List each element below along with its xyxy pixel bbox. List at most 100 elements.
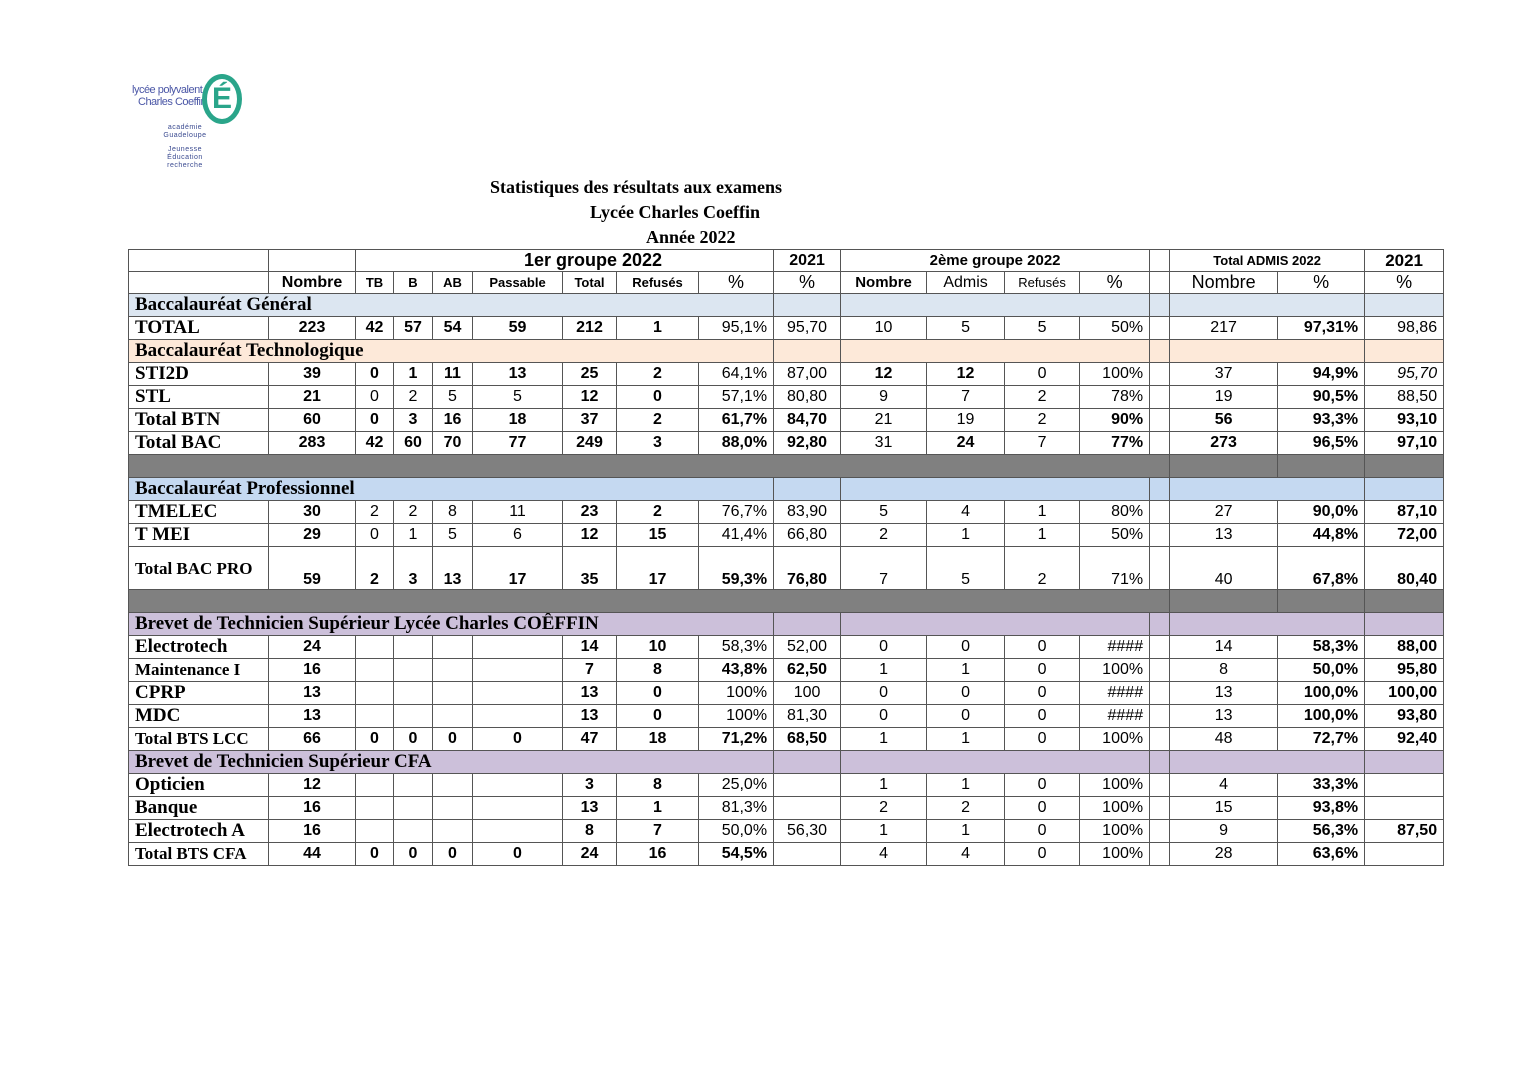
logo-line2: Charles Coeffin — [138, 96, 207, 108]
table-cell: 5 — [432, 523, 473, 547]
empty-cell — [773, 750, 842, 774]
empty-cell — [128, 249, 269, 272]
table-cell: 47 — [562, 727, 617, 751]
spacer-cell — [1149, 704, 1171, 728]
row-label: Total BAC — [128, 431, 269, 455]
table-cell: 0 — [355, 362, 394, 386]
table-cell: 54 — [432, 316, 473, 340]
table-cell: 9 — [840, 385, 928, 409]
table-cell: 67,8% — [1277, 546, 1366, 590]
table-cell: 0 — [1004, 796, 1081, 820]
table-cell: 0 — [840, 681, 928, 705]
row-label: TMELEC — [128, 500, 269, 524]
table-row: Total BTS LCC 66 0 0 0 0 47 18 71,2% 68,50 1 1 0 100%… — [128, 727, 1445, 751]
column-header: Admis — [926, 271, 1006, 294]
table-cell: 5 — [926, 316, 1006, 340]
table-cell: 3 — [393, 546, 433, 590]
table-cell: #### — [1079, 704, 1151, 728]
table-cell: 94,9% — [1277, 362, 1366, 386]
section-row: Brevet de Technicien Supérieur Lycée Cha… — [127, 612, 1445, 636]
table-cell: 88,0% — [697, 431, 775, 455]
column-header: Nombre — [1169, 271, 1279, 294]
table-cell: 56,30 — [773, 819, 842, 843]
row-label: Total BTS CFA — [128, 842, 269, 866]
table-cell: 13 — [268, 704, 356, 728]
table-cell: 1 — [840, 658, 928, 682]
table-cell: 18 — [616, 727, 699, 751]
spacer-cell — [1149, 750, 1171, 774]
column-header: AB — [432, 271, 473, 294]
table-cell: 25,0% — [697, 773, 775, 797]
table-cell: 5 — [1004, 316, 1081, 340]
row-label: Electrotech A — [128, 819, 269, 843]
table-cell: 59,3% — [697, 546, 775, 590]
table-cell: 24 — [562, 842, 617, 866]
spacer-cell — [1149, 431, 1171, 455]
table-cell: 33,3% — [1277, 773, 1366, 797]
spacer-cell — [1149, 681, 1171, 705]
row-label: CPRP — [128, 681, 269, 705]
table-row: Total BTN 60 0 3 16 18 37 2 61,7% 84,70 21 19 2 90% 56… — [128, 408, 1445, 432]
table-cell — [355, 658, 394, 682]
table-cell: 100% — [1079, 727, 1151, 751]
table-cell: 3 — [562, 773, 617, 797]
results-table: 1er groupe 2022 2021 2ème groupe 2022 Total… — [127, 249, 1445, 866]
table-row: Total BTS CFA 44 0 0 0 0 24 16 54,5% 4 4 0 100% 28 63,… — [128, 842, 1445, 866]
table-cell — [393, 819, 433, 843]
logo-text: lycée polyvalent Charles Coeffin — [132, 84, 207, 108]
section-row: Baccalauréat Général — [127, 293, 1445, 317]
table-cell: 17 — [472, 546, 563, 590]
table-cell: 4 — [1169, 773, 1279, 797]
table-cell: 15 — [1169, 796, 1279, 820]
table-cell: 88,00 — [1364, 635, 1445, 659]
table-cell: 7 — [562, 658, 617, 682]
table-cell: 35 — [562, 546, 617, 590]
table-row: T MEI 29 0 1 5 6 12 15 41,4% 66,80 2 1 1 50% 13 44,8% 72… — [128, 523, 1445, 547]
table-cell: 5 — [472, 385, 563, 409]
table-cell: 0 — [355, 408, 394, 432]
empty-cell — [128, 271, 269, 294]
separator-cell — [127, 589, 1171, 613]
table-cell: 223 — [268, 316, 356, 340]
table-row: Total BAC 283 42 60 70 77 249 3 88,0% 92,80 31 24 7 7… — [128, 431, 1445, 455]
table-cell: 1 — [393, 362, 433, 386]
table-cell: 4 — [926, 500, 1006, 524]
table-cell: 71% — [1079, 546, 1151, 590]
spacer-cell — [1149, 819, 1171, 843]
table-cell: 13 — [472, 362, 563, 386]
table-cell — [773, 796, 842, 820]
table-cell: 68,50 — [773, 727, 842, 751]
separator-cell — [1169, 454, 1279, 478]
table-cell: 97,31% — [1277, 316, 1366, 340]
spacer-cell — [1149, 842, 1171, 866]
table-cell: 81,3% — [697, 796, 775, 820]
table-cell: 14 — [1169, 635, 1279, 659]
table-cell — [472, 635, 563, 659]
table-cell: 0 — [1004, 635, 1081, 659]
table-cell: 1 — [926, 658, 1006, 682]
table-cell: 12 — [562, 385, 617, 409]
table-cell: 0 — [616, 704, 699, 728]
table-cell — [432, 635, 473, 659]
table-cell: 2 — [840, 796, 928, 820]
table-row: Total BAC PRO 59 2 3 13 17 35 17 59,3% 76,80 7 5 2 71… — [128, 546, 1445, 590]
table-cell: 41,4% — [697, 523, 775, 547]
table-cell — [393, 773, 433, 797]
table-cell: 2 — [616, 362, 699, 386]
column-header: % — [697, 271, 775, 294]
table-cell: 100% — [697, 704, 775, 728]
table-cell: 1 — [840, 727, 928, 751]
column-header: % — [1364, 271, 1445, 294]
separator-row — [127, 589, 1445, 613]
table-cell: 40 — [1169, 546, 1279, 590]
table-cell: 97,10 — [1364, 431, 1445, 455]
separator-cell — [1277, 454, 1366, 478]
table-cell: 14 — [562, 635, 617, 659]
separator-cell — [1364, 454, 1445, 478]
table-cell: 42 — [355, 316, 394, 340]
table-cell: 18 — [472, 408, 563, 432]
table-cell: 80,80 — [773, 385, 842, 409]
table-cell: 78% — [1079, 385, 1151, 409]
logo-line1: lycée polyvalent — [132, 84, 203, 96]
table-cell — [472, 658, 563, 682]
